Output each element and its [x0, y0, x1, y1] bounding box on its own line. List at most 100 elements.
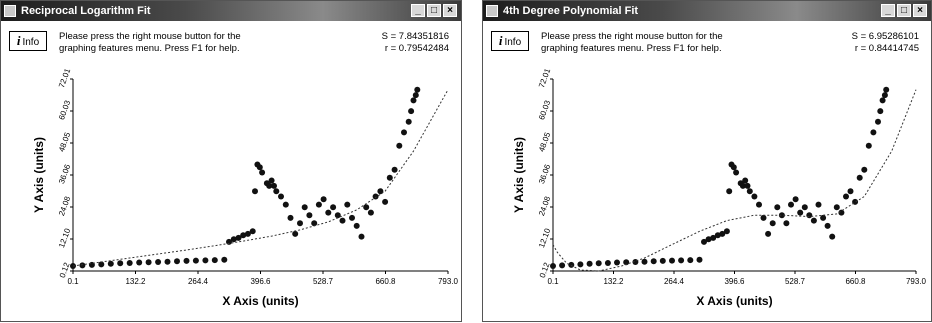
- y-tick-label: 12.10: [537, 227, 552, 249]
- data-point: [349, 214, 355, 221]
- info-button-label: Info: [22, 37, 40, 48]
- help-line: graphing features menu. Press F1 for hel…: [59, 43, 240, 54]
- data-point: [760, 214, 767, 221]
- data-point: [287, 214, 294, 221]
- help-line: Please press the right mouse button for …: [541, 31, 723, 42]
- x-tick-label: 264.4: [664, 277, 685, 286]
- scatter-plot[interactable]: 0.1 132.2 264.4 396.6 528.7 660.8 793.00.1212.…: [1, 1, 463, 323]
- window-title-bar[interactable]: Reciprocal Logarithm Fit _ □ ×: [1, 1, 461, 21]
- data-point: [155, 259, 162, 265]
- app-icon: [4, 5, 16, 17]
- fit-statistics: S = 7.84351816 r = 0.79542484: [382, 31, 449, 55]
- help-line: graphing features menu. Press F1 for hel…: [541, 43, 722, 54]
- data-point: [856, 174, 863, 181]
- data-point: [256, 164, 263, 171]
- y-tick-label: 24.08: [537, 195, 552, 217]
- y-tick-label: 60.03: [57, 99, 72, 121]
- data-point: [742, 177, 749, 184]
- data-point: [334, 212, 341, 219]
- x-tick-label: 528.7: [785, 277, 806, 286]
- data-point: [843, 193, 849, 200]
- x-tick-label: 132.2: [603, 277, 624, 286]
- y-tick-label: 12.10: [57, 227, 72, 249]
- data-point: [883, 86, 890, 93]
- data-point: [568, 261, 575, 268]
- data-point: [875, 118, 881, 125]
- data-point: [259, 169, 266, 176]
- data-point: [235, 234, 242, 241]
- data-point: [756, 201, 762, 208]
- data-point: [221, 256, 228, 263]
- window-title: Reciprocal Logarithm Fit: [21, 5, 151, 17]
- maximize-button[interactable]: □: [897, 4, 911, 17]
- data-point: [315, 201, 322, 208]
- data-point: [730, 164, 737, 171]
- data-point: [278, 193, 284, 200]
- window-title: 4th Degree Polynomial Fit: [503, 5, 639, 17]
- data-point: [414, 86, 421, 93]
- x-tick-label: 0.1: [67, 277, 79, 286]
- data-point: [641, 258, 648, 265]
- window-title-bar[interactable]: 4th Degree Polynomial Fit _ □ ×: [483, 1, 931, 21]
- close-button[interactable]: ×: [443, 4, 457, 17]
- data-point: [412, 92, 419, 99]
- data-point: [838, 209, 845, 216]
- data-point: [788, 201, 794, 208]
- data-point: [847, 188, 854, 195]
- data-point: [240, 232, 247, 239]
- data-point: [339, 217, 346, 224]
- data-point: [881, 92, 888, 99]
- data-point: [783, 220, 790, 227]
- data-point: [829, 233, 836, 240]
- fit-curve: [552, 89, 917, 272]
- data-point: [744, 182, 751, 189]
- data-point: [306, 212, 313, 219]
- standard-error-value: S = 7.84351816: [381, 31, 449, 42]
- x-tick-label: 528.7: [313, 277, 334, 286]
- y-tick-label: 36.06: [537, 163, 552, 185]
- close-button[interactable]: ×: [913, 4, 927, 17]
- data-point: [861, 166, 868, 173]
- minimize-button[interactable]: _: [881, 4, 895, 17]
- maximize-button[interactable]: □: [427, 4, 441, 17]
- info-button[interactable]: i Info: [9, 31, 47, 51]
- data-point: [710, 234, 717, 241]
- x-axis-title: X Axis (units): [222, 294, 298, 308]
- data-point: [801, 204, 808, 211]
- data-point: [774, 204, 781, 211]
- data-point: [810, 217, 817, 224]
- minimize-button[interactable]: _: [411, 4, 425, 17]
- scatter-plot[interactable]: 0.1 132.2 264.4 396.6 528.7 660.8 793.00.1212.…: [483, 1, 932, 323]
- data-point: [746, 188, 753, 195]
- data-point: [136, 259, 143, 266]
- y-tick-label: 48.05: [537, 131, 552, 153]
- data-point: [249, 228, 256, 235]
- data-point: [126, 260, 133, 266]
- data-point: [778, 212, 785, 219]
- data-point: [595, 260, 602, 267]
- data-point: [396, 142, 403, 149]
- data-point: [330, 204, 337, 211]
- info-button[interactable]: i Info: [491, 31, 529, 51]
- x-tick-label: 660.8: [845, 277, 866, 286]
- data-point: [705, 236, 712, 243]
- y-axis-title: Y Axis (units): [32, 137, 46, 213]
- data-point: [244, 230, 251, 237]
- data-point: [211, 257, 218, 264]
- data-point: [696, 256, 703, 263]
- x-tick-label: 793.0: [438, 277, 459, 286]
- data-point: [268, 177, 275, 184]
- data-point: [865, 142, 872, 149]
- x-tick-label: 0.1: [547, 277, 559, 286]
- x-tick-label: 396.6: [724, 277, 745, 286]
- data-point: [386, 174, 393, 181]
- data-point: [230, 236, 237, 243]
- data-point: [833, 204, 840, 211]
- data-point: [687, 257, 694, 264]
- x-tick-label: 660.8: [375, 277, 396, 286]
- data-point: [877, 108, 884, 115]
- x-tick-label: 793.0: [906, 277, 927, 286]
- data-point: [792, 196, 799, 203]
- data-point: [714, 232, 721, 239]
- data-point: [292, 230, 299, 237]
